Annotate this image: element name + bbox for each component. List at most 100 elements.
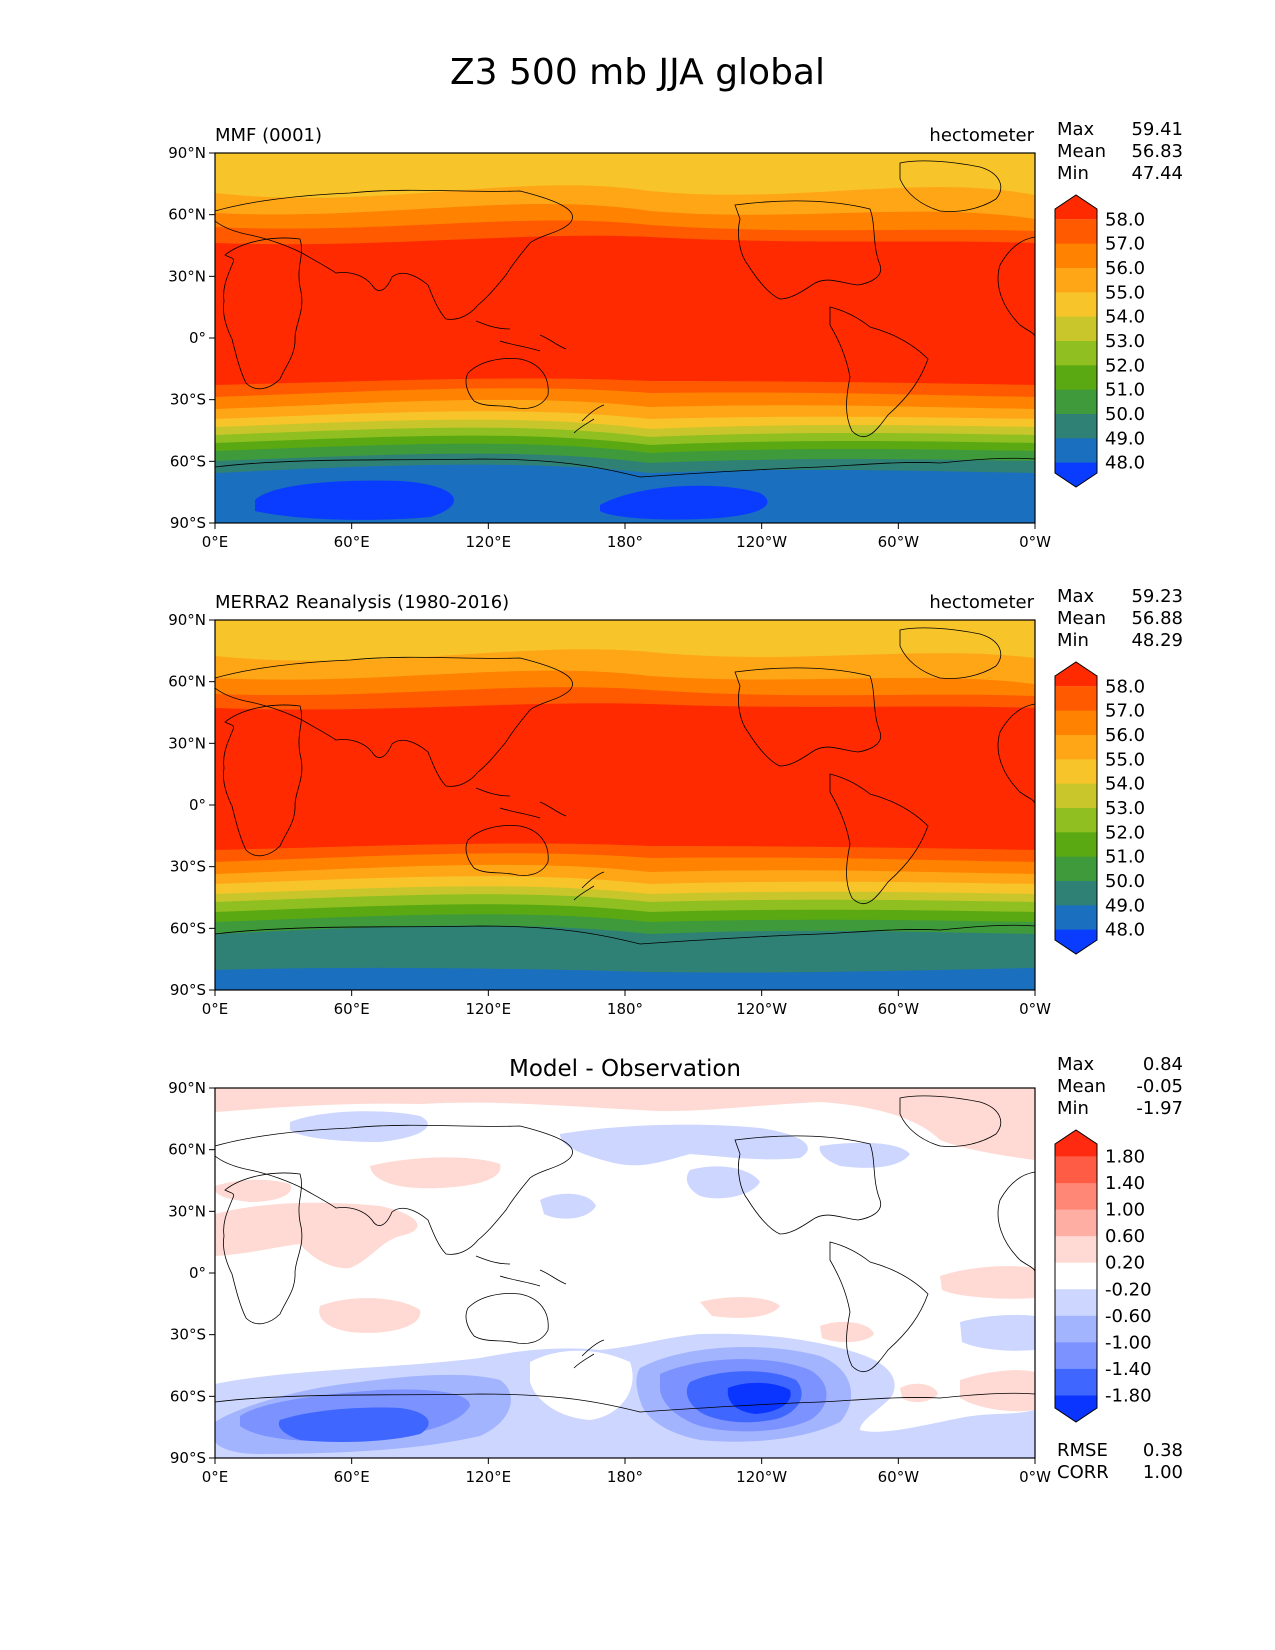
colorbar-label: 55.0 xyxy=(1105,749,1145,770)
colorbar-segment xyxy=(1055,365,1097,391)
panel-reference: MERRA2 Reanalysis (1980-2016) hectometer… xyxy=(168,586,1183,1018)
stat-label: Max xyxy=(1057,1054,1095,1075)
panel-title-left: MMF (0001) xyxy=(215,125,322,146)
colorbar-segment xyxy=(1055,905,1097,931)
x-tick-label: 0°W xyxy=(1019,1000,1051,1018)
y-tick-label: 0° xyxy=(189,796,206,814)
colorbar-segment xyxy=(1055,292,1097,318)
x-tick-label: 60°W xyxy=(878,1468,920,1486)
colorbar: 58.0 57.0 56.0 55.0 54.0 53.0 52.0 51.0 50.0 49.0… xyxy=(1054,661,1145,955)
y-tick-label: 90°S xyxy=(170,981,206,999)
map-field xyxy=(215,620,1035,990)
colorbar-label: 56.0 xyxy=(1105,258,1145,279)
colorbar-label: 57.0 xyxy=(1105,701,1145,722)
x-tick-label: 60°E xyxy=(334,1000,370,1018)
x-tick-label: 0°E xyxy=(202,1468,229,1486)
colorbar-label: 1.00 xyxy=(1105,1200,1145,1221)
colorbar-segment xyxy=(1055,735,1097,760)
rmse-corr-block: RMSE 0.38 CORR 1.00 xyxy=(1057,1440,1183,1483)
colorbar-segment xyxy=(1055,219,1097,245)
y-tick-label: 60°S xyxy=(170,1387,206,1405)
colorbar-label: 50.0 xyxy=(1105,404,1145,425)
colorbar-label: -1.40 xyxy=(1105,1359,1152,1380)
stat-label: Max xyxy=(1057,119,1095,140)
units-label: hectometer xyxy=(929,592,1034,613)
x-tick-label: 120°E xyxy=(466,1000,512,1018)
colorbar-segment xyxy=(1055,268,1097,293)
x-tick-label: 60°E xyxy=(334,533,370,551)
colorbar-label: 1.80 xyxy=(1105,1147,1145,1168)
colorbar-segment xyxy=(1055,832,1097,858)
colorbar-segment xyxy=(1055,389,1097,415)
y-tick-label: 30°N xyxy=(168,734,206,752)
y-tick-label: 0° xyxy=(189,1264,206,1282)
stats-block: Max 0.84 Mean -0.05 Min -1.97 xyxy=(1057,1054,1183,1119)
x-tick-label: 0°W xyxy=(1019,533,1051,551)
x-tick-label: 120°W xyxy=(736,1000,787,1018)
colorbar-segment xyxy=(1055,341,1097,366)
colorbar-segment xyxy=(1055,710,1097,736)
colorbar-label: 1.40 xyxy=(1105,1173,1145,1194)
colorbar-segment xyxy=(1055,1130,1097,1157)
colorbar: 1.80 1.40 1.00 0.60 0.20 -0.20 -0.60 -1.00 -1.40… xyxy=(1054,1129,1152,1423)
stat-value: 56.83 xyxy=(1131,141,1183,162)
stat-label: Min xyxy=(1057,1098,1089,1119)
colorbar-segment xyxy=(1055,243,1097,269)
colorbar-segment xyxy=(1055,414,1097,439)
colorbar-label: 50.0 xyxy=(1105,871,1145,892)
y-tick-label: 90°N xyxy=(168,1079,206,1097)
colorbar-label: 51.0 xyxy=(1105,847,1145,868)
x-tick-label: 0°E xyxy=(202,1000,229,1018)
colorbar-label: -0.60 xyxy=(1105,1306,1152,1327)
panel-difference: Model - Observation xyxy=(168,1054,1183,1486)
x-tick-label: 120°W xyxy=(736,533,787,551)
colorbar-segment xyxy=(1055,856,1097,882)
colorbar-outline xyxy=(1054,661,1098,955)
y-tick-label: 30°S xyxy=(170,391,206,409)
coastlines xyxy=(215,1095,1035,1413)
y-ticks: 90°N 60°N 30°N 0° 30°S 60°S 90°S xyxy=(168,144,215,532)
x-tick-label: 0°W xyxy=(1019,1468,1051,1486)
y-tick-label: 30°N xyxy=(168,1202,206,1220)
colorbar: 58.0 57.0 56.0 55.0 54.0 53.0 52.0 51.0 50.0 49.0… xyxy=(1054,194,1145,488)
colorbar-label: 48.0 xyxy=(1105,453,1145,474)
colorbar-segment xyxy=(1055,881,1097,906)
metric-label: CORR xyxy=(1057,1462,1109,1483)
map-field xyxy=(215,153,1035,523)
stat-value: 47.44 xyxy=(1131,163,1183,184)
colorbar-segment xyxy=(1055,1342,1097,1370)
stat-label: Mean xyxy=(1057,1076,1106,1097)
coastlines xyxy=(215,160,1035,478)
colorbar-segment xyxy=(1055,1289,1097,1317)
metric-value: 0.38 xyxy=(1143,1440,1183,1461)
colorbar-label: 58.0 xyxy=(1105,676,1145,697)
colorbar-segment xyxy=(1055,1156,1097,1184)
y-tick-label: 60°N xyxy=(168,1141,206,1159)
stat-value: -1.97 xyxy=(1136,1098,1183,1119)
x-tick-label: 120°E xyxy=(466,533,512,551)
y-tick-label: 60°N xyxy=(168,206,206,224)
colorbar-label: 48.0 xyxy=(1105,920,1145,941)
x-tick-label: 60°W xyxy=(878,1000,920,1018)
map-field xyxy=(215,1088,1035,1458)
colorbar-label: 57.0 xyxy=(1105,234,1145,255)
y-tick-label: 90°S xyxy=(170,1449,206,1467)
colorbar-label: 54.0 xyxy=(1105,774,1145,795)
colorbar-label: 49.0 xyxy=(1105,895,1145,916)
x-tick-label: 180° xyxy=(607,1000,643,1018)
stat-value: 0.84 xyxy=(1143,1054,1183,1075)
colorbar-label: 0.20 xyxy=(1105,1253,1145,1274)
colorbar-label: -1.00 xyxy=(1105,1332,1152,1353)
y-tick-label: 60°S xyxy=(170,452,206,470)
x-tick-label: 120°E xyxy=(466,1468,512,1486)
colorbar-label: 52.0 xyxy=(1105,822,1145,843)
units-label: hectometer xyxy=(929,125,1034,146)
colorbar-segment xyxy=(1055,1262,1097,1290)
colorbar-segment xyxy=(1055,1368,1097,1396)
stats-block: Max 59.41 Mean 56.83 Min 47.44 xyxy=(1057,119,1183,184)
colorbar-label: 0.60 xyxy=(1105,1226,1145,1247)
stat-value: -0.05 xyxy=(1136,1076,1183,1097)
x-ticks: 0°E 60°E 120°E 180° 120°W 60°W 0°W xyxy=(202,990,1051,1018)
stat-label: Mean xyxy=(1057,608,1106,629)
colorbar-label: 51.0 xyxy=(1105,380,1145,401)
